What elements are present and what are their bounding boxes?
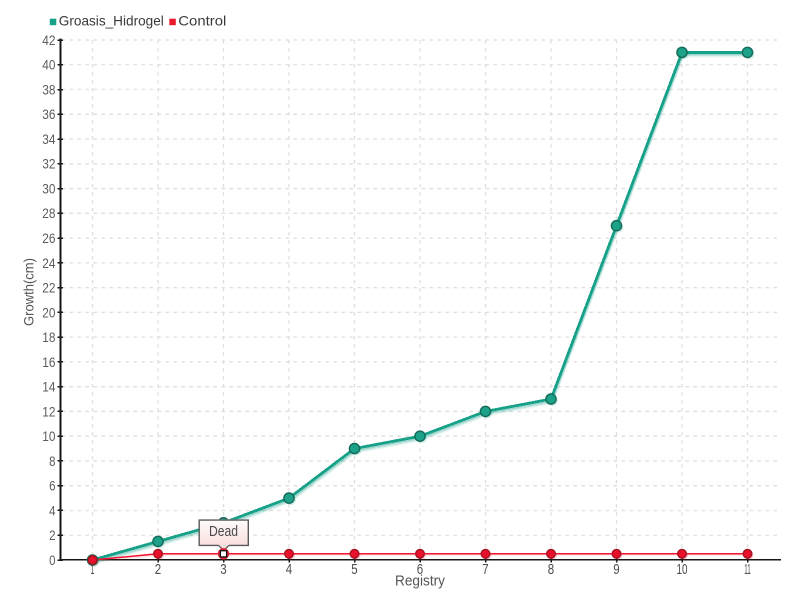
svg-text:28: 28 [42, 205, 55, 221]
svg-text:9: 9 [613, 561, 619, 578]
svg-text:Groasis_Hidrogel: Groasis_Hidrogel [59, 13, 164, 29]
svg-text:Growth(cm): Growth(cm) [21, 258, 37, 326]
svg-text:30: 30 [42, 180, 55, 196]
svg-text:Registry: Registry [395, 574, 446, 590]
svg-text:7: 7 [482, 561, 488, 578]
svg-text:26: 26 [42, 230, 55, 246]
svg-text:4: 4 [286, 561, 292, 578]
svg-text:42: 42 [42, 32, 55, 48]
svg-text:0: 0 [49, 552, 56, 568]
svg-text:6: 6 [49, 478, 56, 494]
svg-text:1: 1 [91, 561, 95, 578]
svg-text:4: 4 [49, 502, 56, 518]
svg-text:14: 14 [42, 379, 55, 395]
svg-text:8: 8 [548, 561, 554, 578]
svg-text:2: 2 [155, 561, 161, 578]
svg-text:24: 24 [42, 255, 55, 271]
svg-text:40: 40 [42, 57, 55, 73]
svg-text:10: 10 [677, 561, 688, 578]
svg-text:5: 5 [351, 561, 357, 578]
svg-text:Dead: Dead [209, 523, 238, 540]
svg-text:Control: Control [178, 13, 226, 29]
svg-text:16: 16 [42, 354, 55, 370]
svg-text:34: 34 [42, 131, 55, 147]
svg-text:36: 36 [42, 106, 55, 122]
svg-text:20: 20 [42, 304, 55, 320]
svg-text:2: 2 [49, 527, 56, 543]
svg-text:22: 22 [42, 280, 55, 296]
svg-text:10: 10 [42, 428, 55, 444]
svg-text:3: 3 [220, 561, 226, 578]
svg-text:6: 6 [417, 561, 423, 578]
svg-text:18: 18 [42, 329, 55, 345]
svg-text:12: 12 [42, 403, 55, 419]
svg-text:11: 11 [744, 561, 751, 578]
svg-text:38: 38 [42, 81, 55, 97]
svg-text:8: 8 [49, 453, 56, 469]
svg-text:32: 32 [42, 156, 55, 172]
